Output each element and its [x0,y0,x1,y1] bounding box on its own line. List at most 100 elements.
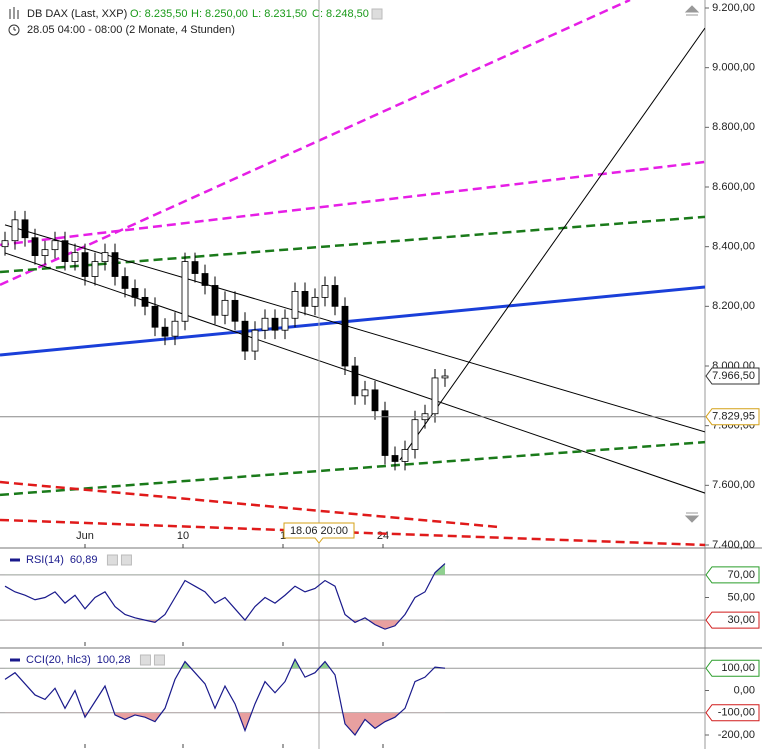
y-tick-label: 100,00 [721,662,755,674]
candle-body [281,317,289,331]
settings-button[interactable] [139,654,151,666]
candle-body [191,261,199,274]
candle-body [431,377,439,415]
y-tick-label: 8.600,00 [712,181,755,193]
y-tick-label: -100,00 [718,707,755,719]
ohlc-low: L: 8.231,50 [252,8,307,20]
trend-line [0,440,705,497]
indicator-line [4,658,446,736]
cursor-time-label: 18.06 20:00 [290,525,348,537]
instrument: DB DAX (Last, XXP) [27,8,127,20]
trend-line [4,224,705,433]
scroll-down[interactable] [684,512,700,523]
settings-button[interactable] [106,554,118,566]
candle-body [21,219,29,239]
y-tick-label: 30,00 [727,614,755,626]
candle-body [411,419,419,450]
plot-area [0,563,705,630]
y-tick-label: 7.600,00 [712,479,755,491]
indicator-line [4,563,446,630]
candle-body [141,296,149,307]
candle-body [121,276,129,289]
last-price-label: 7.966,50 [712,370,755,382]
candle-body [381,410,389,456]
y-tick-label: -200,00 [718,729,755,741]
candle-body [211,285,219,316]
candle-body [251,329,259,352]
candle-body [131,288,139,298]
value-box [705,611,760,629]
candle-body [11,219,19,242]
candle-body [1,240,9,248]
scroll-up[interactable] [684,5,700,16]
close-button[interactable] [153,654,165,666]
plot-area [0,0,705,547]
candle-body [361,389,369,397]
ohlc-close: C: 8.248,50 [312,8,369,20]
candle-body [91,261,99,277]
x-tick-label: 10 [177,530,189,542]
legend-name: CCI(20, hlc3) [26,654,91,666]
y-tick-label: 50,00 [727,591,755,603]
value-box [705,659,760,677]
candle-body [301,291,309,307]
trend-line [399,27,705,461]
candle-body [341,305,349,367]
candle-body [241,320,249,352]
header-icons [8,7,383,36]
trend-line [0,160,705,247]
oversold-fill [5,712,445,735]
x-tick-label: 1 [280,530,286,542]
trend-line [0,0,631,286]
candle-body [111,252,119,277]
candle-body [261,317,269,331]
last-price-box [705,367,760,385]
candle-body [231,299,239,322]
y-tick-label: 9.200,00 [712,2,755,14]
candle-body [31,237,39,257]
candle-body [41,249,49,257]
legend-value: 100,28 [97,654,131,666]
y-tick-label: 9.000,00 [712,62,755,74]
x-tick-label: Jun [76,530,94,542]
y-tick-label: 8.800,00 [712,121,755,133]
candle-body [311,296,319,307]
candle-body [61,240,69,262]
y-tick-label: 7.400,00 [712,539,755,551]
trend-line [0,285,705,357]
x-tick-label: 24 [377,530,389,542]
candle-body [221,299,229,316]
candle-body [181,261,189,322]
y-tick-label: 8.400,00 [712,241,755,253]
legend-name: RSI(14) [26,554,64,566]
cursor-price-box [705,408,760,426]
candle-body [351,365,359,397]
y-tick-label: 0,00 [734,684,755,696]
ohlc-open: O: 8.235,50 [130,8,188,20]
ohlc-high: H: 8.250,00 [191,8,248,20]
candle-body [171,320,179,337]
value-box [705,566,760,584]
candle-body [331,285,339,307]
close-button[interactable] [120,554,132,566]
cursor-price-label: 7.829,95 [712,411,755,423]
candle-body [71,252,79,262]
candle-body [441,375,449,379]
candle-body [51,240,59,251]
candle-body [81,252,89,277]
value-box [705,704,760,722]
y-tick-label: 8.200,00 [712,300,755,312]
candle-body [151,305,159,328]
candle-body [201,273,209,286]
candle-body [401,449,409,462]
legend-value: 60,89 [70,554,98,566]
candle-body [371,389,379,412]
candle-body [391,455,399,462]
y-tick-label: 70,00 [727,569,755,581]
candle-body [161,326,169,337]
time-range: 28.05 04:00 - 08:00 (2 Monate, 4 Stunden… [27,24,235,36]
candle-body [291,291,299,319]
candle-body [271,317,279,331]
